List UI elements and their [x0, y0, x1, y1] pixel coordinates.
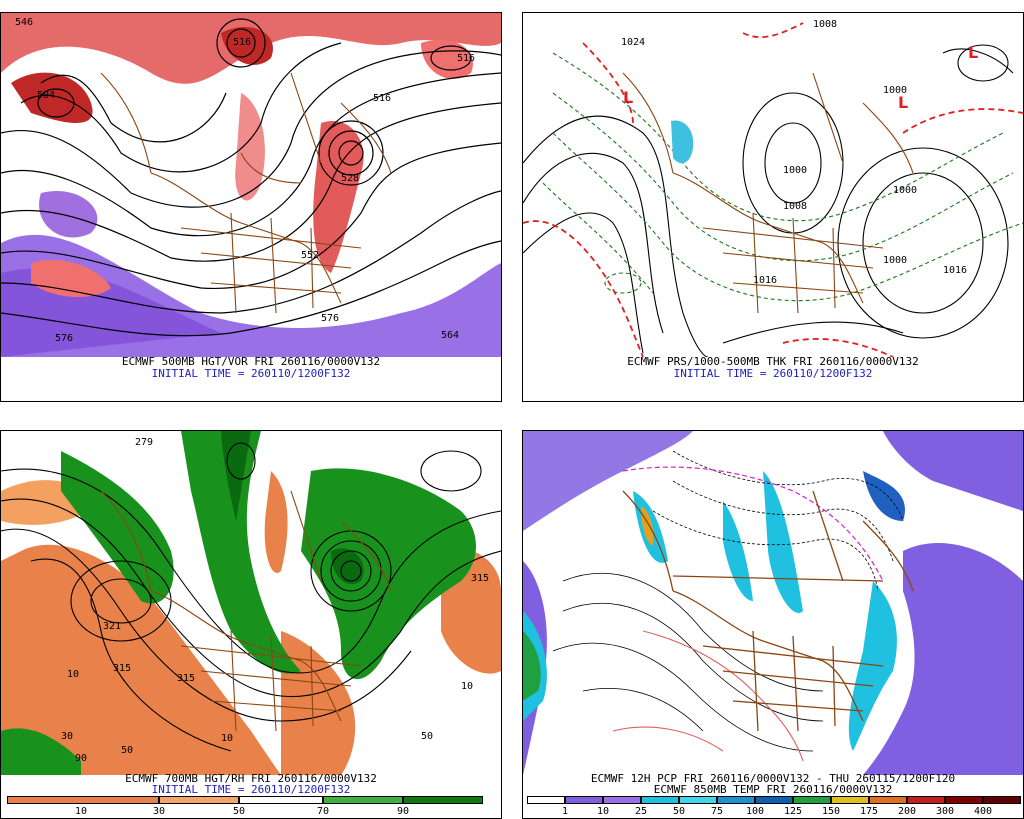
contour-label: 315 [471, 573, 489, 584]
contour-label: 552 [301, 250, 319, 261]
contour-label: 90 [75, 753, 87, 764]
map-700mb-height-rh: 279 321 315 315 315 10 10 10 50 90 30 50 [1, 431, 501, 775]
contour-label: 546 [15, 17, 33, 28]
color-swatch [793, 796, 831, 804]
contour-label: 279 [135, 437, 153, 448]
contour-label: 315 [177, 673, 195, 684]
color-swatch [831, 796, 869, 804]
contour-label: 315 [113, 663, 131, 674]
contour-label: 50 [421, 731, 433, 742]
scale-label: 50 [232, 806, 246, 817]
contour-label: 10 [221, 733, 233, 744]
caption-surface: ECMWF PRS/1000-500MB THK FRI 260116/0000… [627, 355, 919, 368]
contour-label: 321 [103, 621, 121, 632]
panel-700mb: 279 321 315 315 315 10 10 10 50 90 30 50… [0, 430, 502, 819]
caption-precip: ECMWF 12H PCP FRI 260116/0000V132 - THU … [590, 772, 956, 785]
color-swatch [983, 796, 1021, 804]
contour-label: 528 [341, 173, 359, 184]
scale-label: 300 [935, 806, 955, 817]
contour-label: 1000 [883, 255, 907, 266]
scale-label: 175 [859, 806, 879, 817]
color-swatch [159, 796, 239, 804]
color-swatch [679, 796, 717, 804]
color-swatch [945, 796, 983, 804]
contour-label: 1008 [813, 19, 837, 30]
scale-label: 25 [634, 806, 648, 817]
contour-label: 30 [61, 731, 73, 742]
scale-label: 200 [897, 806, 917, 817]
color-swatch [907, 796, 945, 804]
scale-label: 100 [745, 806, 765, 817]
color-swatch [403, 796, 483, 804]
contour-label: 516 [457, 53, 475, 64]
contour-label: 504 [37, 90, 55, 101]
contour-label: 1008 [783, 201, 807, 212]
color-scale-rh: 10 30 50 70 90 [7, 796, 483, 818]
contour-label: 576 [321, 313, 339, 324]
map-850mb-temp-precip [523, 431, 1023, 775]
contour-label: 1016 [753, 275, 777, 286]
contour-label: 1024 [621, 37, 645, 48]
color-swatch [7, 796, 159, 804]
color-swatch [641, 796, 679, 804]
contour-label: 1000 [883, 85, 907, 96]
low-pressure-marker: L [898, 93, 908, 112]
scale-label: 150 [821, 806, 841, 817]
contour-label: 10 [461, 681, 473, 692]
scale-label: 90 [396, 806, 410, 817]
init-time-500mb: INITIAL TIME = 260110/1200F132 [151, 367, 351, 380]
color-scale-precip: 1 10 25 50 75 100 125 150 175 200 300 40… [527, 796, 1021, 818]
low-pressure-marker: L [968, 43, 978, 62]
panel-surface-thickness: 1024 1008 1000 1000 1008 1016 1016 1000 … [522, 12, 1024, 402]
color-swatch [323, 796, 403, 804]
scale-label: 70 [316, 806, 330, 817]
scale-label: 75 [710, 806, 724, 817]
color-swatch [239, 796, 323, 804]
panel-850mb-precip: ECMWF 12H PCP FRI 260116/0000V132 - THU … [522, 430, 1024, 819]
panel-500mb: 546 504 516 552 528 516 516 576 576 564 … [0, 12, 502, 402]
contour-label: 516 [373, 93, 391, 104]
color-swatch [565, 796, 603, 804]
contour-label: 10 [67, 669, 79, 680]
color-swatch [603, 796, 641, 804]
scale-label: 125 [783, 806, 803, 817]
contour-label: 516 [233, 37, 251, 48]
init-time-surface: INITIAL TIME = 260110/1200F132 [673, 367, 873, 380]
scale-label: 400 [973, 806, 993, 817]
contour-label: 50 [121, 745, 133, 756]
contour-label: 1000 [783, 165, 807, 176]
scale-label: 10 [74, 806, 88, 817]
map-pressure-thickness: 1024 1008 1000 1000 1008 1016 1016 1000 … [523, 13, 1023, 357]
init-time-700mb: INITIAL TIME = 260110/1200F132 [151, 783, 351, 796]
contour-label: 1016 [943, 265, 967, 276]
color-swatch [869, 796, 907, 804]
map-500mb-height-vorticity: 546 504 516 552 528 516 516 576 576 564 [1, 13, 501, 357]
caption-850mb-temp: ECMWF 850MB TEMP FRI 260116/0000V132 [653, 783, 893, 796]
contour-label: 1000 [893, 185, 917, 196]
caption-500mb: ECMWF 500MB HGT/VOR FRI 260116/0000V132 [121, 355, 381, 368]
scale-label: 50 [672, 806, 686, 817]
scale-label: 10 [596, 806, 610, 817]
scale-label: 30 [152, 806, 166, 817]
low-pressure-marker: L [623, 88, 633, 107]
contour-label: 564 [441, 330, 459, 341]
scale-label: 1 [561, 806, 569, 817]
color-swatch [755, 796, 793, 804]
caption-700mb: ECMWF 700MB HGT/RH FRI 260116/0000V132 [125, 772, 377, 785]
contour-label: 576 [55, 333, 73, 344]
color-swatch [527, 796, 565, 804]
color-swatch [717, 796, 755, 804]
